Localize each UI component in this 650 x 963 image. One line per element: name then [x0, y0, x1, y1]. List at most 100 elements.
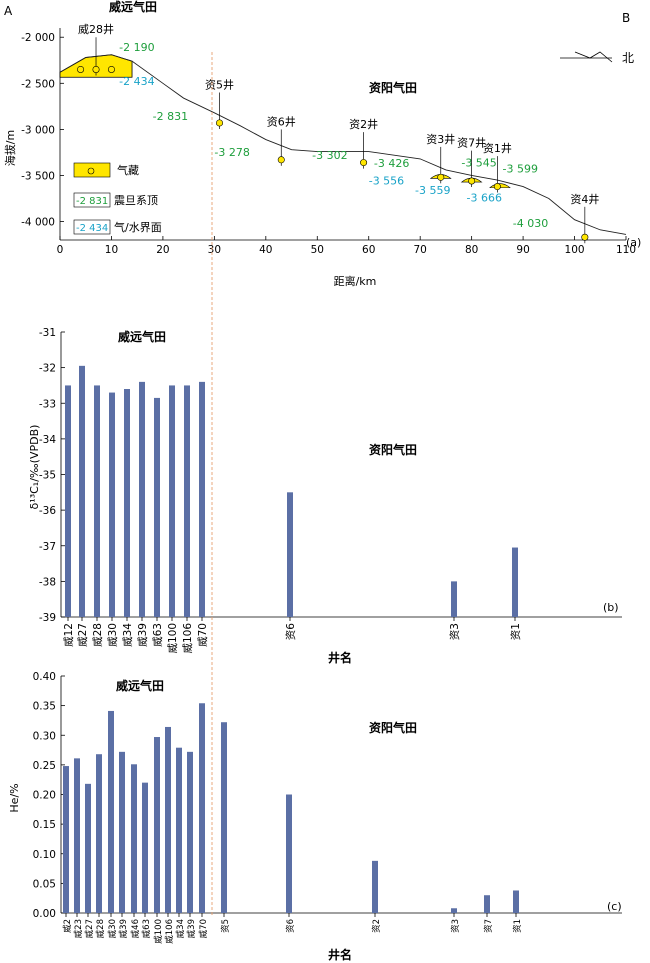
c-y-tick-label: 0.40: [33, 671, 56, 683]
b-x-tick-label: 威39: [136, 623, 149, 647]
c-bar: [176, 747, 182, 913]
c-x-tick-label: 威30: [107, 919, 118, 938]
panel-a-plot: 0 10 20 30 40 50 60 70 80 90 100 110 -2 000 -2 500 -3 …: [21, 22, 636, 256]
c-y-tick-label: 0.30: [33, 730, 56, 742]
a-y-tick-label: -3 000: [21, 124, 55, 136]
b-bar: [154, 397, 160, 617]
c-y-tick-label: 0.00: [33, 908, 56, 920]
north-arrow-icon: [560, 51, 613, 63]
a-well-label: 资2井: [349, 117, 378, 131]
c-bar: [154, 737, 160, 913]
a-x-tick-label: 70: [413, 244, 426, 256]
a-well-marker: [581, 233, 589, 241]
c-bar: [63, 766, 69, 913]
c-bar: [372, 860, 378, 913]
a-x-tick-label: 90: [516, 244, 529, 256]
a-x-tick-label: 60: [362, 244, 375, 256]
a-y-tick-label: -4 000: [21, 217, 55, 229]
b-y-tick-label: -39: [39, 612, 56, 624]
a-sinian-annotation: -3 302: [312, 149, 347, 162]
a-well-label: 资1井: [483, 141, 512, 155]
c-bar: [142, 782, 148, 913]
b-y-tick-label: -38: [39, 576, 56, 588]
a-well-marker: [277, 156, 285, 164]
a-well-label: 资5井: [205, 78, 234, 92]
north-label: 北: [622, 51, 634, 65]
b-y-axis-title: δ¹³C₁/‰(VPDB): [28, 425, 41, 510]
c-x-tick-label: 资3: [450, 919, 461, 933]
c-y-tick-label: 0.20: [33, 790, 56, 802]
b-y-tick-label: -31: [39, 327, 56, 339]
a-x-tick-label: 50: [311, 244, 324, 256]
a-well-label: 资6井: [267, 114, 296, 128]
c-x-tick-label: 资5: [220, 919, 231, 933]
a-x-tick-label: 20: [156, 244, 169, 256]
a-gas-marker: [107, 65, 115, 73]
a-x-tick-label: 100: [565, 244, 585, 256]
b-x-tick-label: 威27: [76, 623, 89, 647]
b-x-tick-label: 威28: [91, 623, 104, 647]
b-x-tick-label: 威34: [121, 623, 134, 647]
c-x-tick-label: 威46: [130, 919, 141, 938]
b-x-tick-label: 威106: [181, 623, 194, 654]
c-x-axis-title: 井名: [328, 947, 352, 962]
a-gwc-annotation: -3 556: [369, 175, 404, 188]
legend-gwc-value: -2 434: [76, 223, 108, 234]
a-well-label: 资7井: [457, 136, 486, 150]
c-x-tick-label: 威100: [153, 919, 164, 944]
b-bar: [94, 385, 100, 617]
c-bar: [484, 895, 490, 913]
weiyuan-field-title: 威远气田: [109, 0, 157, 14]
a-y-axis-title: 海拔/m: [3, 130, 17, 166]
legend-sinian-box: [73, 192, 111, 208]
b-x-tick-label: 资6: [285, 623, 297, 640]
a-gwc-annotation: -3 559: [415, 184, 450, 197]
b-bar: [124, 389, 130, 617]
b-y-tick-label: -33: [39, 398, 56, 410]
legend: 气藏 -2 831 震旦系顶 -2 434 气/水界面: [73, 162, 162, 235]
b-x-tick-label: 威12: [62, 623, 75, 647]
c-panel-tag: (c): [607, 900, 622, 913]
b-x-tick-label: 资1: [510, 623, 522, 640]
c-bar: [131, 764, 137, 913]
a-well-label: 资3井: [426, 132, 455, 146]
a-sinian-annotation: -3 278: [214, 146, 249, 159]
c-x-tick-label: 威63: [141, 919, 152, 938]
panel-c: He/% 井名 威远气田 资阳气田 (c): [8, 678, 622, 962]
c-x-tick-label: 威70: [198, 919, 209, 938]
c-x-tick-label: 威39: [118, 919, 129, 938]
b-bar: [169, 385, 175, 617]
c-bar: [286, 794, 292, 913]
c-x-tick-label: 威23: [73, 919, 84, 938]
b-y-tick-label: -32: [39, 363, 56, 375]
c-bar: [451, 908, 457, 913]
a-well-marker: [437, 173, 445, 181]
b-bar: [184, 385, 190, 617]
c-bar: [119, 751, 125, 913]
a-x-axis-title: 距离/km: [334, 274, 377, 288]
b-x-tick-label: 威30: [106, 623, 119, 647]
a-y-tick-label: -3 500: [21, 170, 55, 182]
c-x-tick-label: 威39: [186, 919, 197, 938]
b-x-tick-label: 威63: [151, 623, 164, 647]
a-x-tick-label: 110: [616, 244, 636, 256]
legend-gas-label: 气藏: [117, 163, 139, 177]
c-y-axis-title: He/%: [8, 783, 21, 812]
a-panel-tag: (a): [626, 236, 641, 249]
c-bar: [165, 726, 171, 913]
a-x-tick-label: 10: [105, 244, 118, 256]
a-sinian-annotation: -3 545: [461, 156, 496, 169]
a-x-tick-label: 80: [465, 244, 478, 256]
b-y-tick-label: -36: [39, 505, 56, 517]
b-x-tick-label: 资3: [449, 623, 461, 640]
a-well-marker: [216, 119, 224, 127]
c-weiyuan-label: 威远气田: [116, 678, 164, 693]
c-bar: [74, 758, 80, 913]
legend-sinian-value: -2 831: [76, 196, 108, 207]
a-sinian-annotation: -3 426: [374, 157, 409, 170]
c-y-tick-label: 0.05: [33, 878, 56, 890]
a-y-tick-label: -2 500: [21, 78, 55, 90]
c-bar: [85, 783, 91, 913]
